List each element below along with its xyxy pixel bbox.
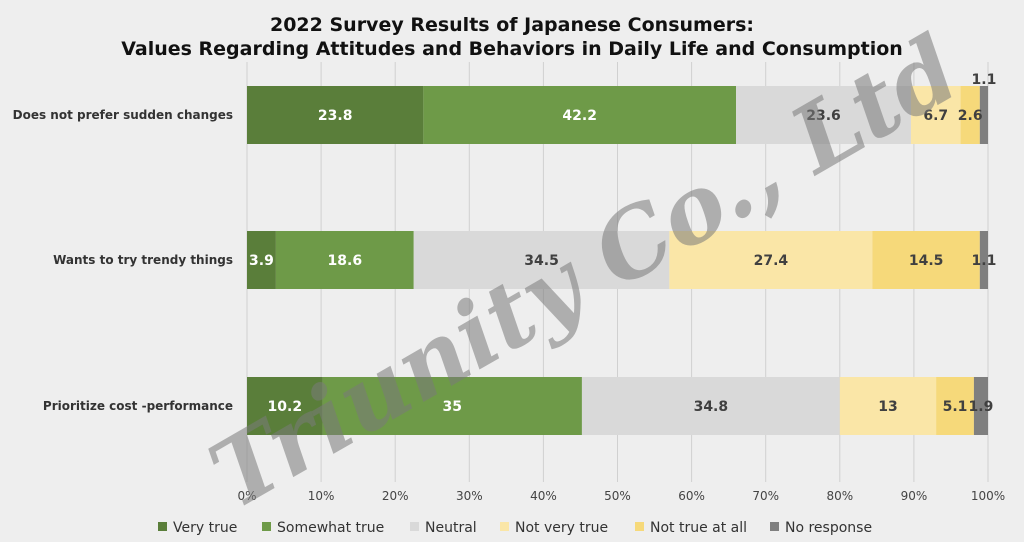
legend-swatch [158,522,167,531]
bar-segment [247,231,276,289]
x-tick-label: 100% [971,489,1005,503]
data-label: 34.5 [524,253,559,269]
bar-segment [979,231,988,289]
legend-label: Not very true [515,520,608,536]
bar-segment [322,377,582,435]
x-tick-label: 30% [456,489,483,503]
data-label: 2.6 [958,108,983,124]
data-label: 34.8 [694,399,729,415]
legend-label: Very true [173,520,237,536]
data-label: 1.1 [972,253,997,269]
x-axis-ticks: 0% 10% 20% 30% 40% 50% 60% 70% 80% 90% 100% [237,489,1005,503]
bar-segment [275,231,414,289]
data-label: 13 [878,399,897,415]
bar-segment [960,86,980,144]
data-labels: 23.8 42.2 23.6 6.7 2.6 1.1 3.9 18.6 34.5 27.4 14.5… [249,72,996,415]
bar-segment [872,231,980,289]
legend-label: Somewhat true [277,520,384,536]
data-label: 18.6 [328,253,363,269]
x-tick-label: 20% [382,489,409,503]
x-tick-label: 10% [308,489,335,503]
legend-swatch [500,522,509,531]
x-tick-label: 70% [752,489,779,503]
x-tick-label: 60% [678,489,705,503]
bar-segment [736,86,911,144]
data-label: 1.1 [972,72,997,88]
bar-segment [979,86,988,144]
bars [247,86,988,435]
category-labels: Does not prefer sudden changes Wants to t… [13,108,233,413]
data-label: 23.6 [806,108,841,124]
x-tick-label: 50% [604,489,631,503]
bar-segment [973,377,988,435]
x-tick-label: 90% [901,489,928,503]
bar-segment [839,377,937,435]
legend-swatch [770,522,779,531]
bar-segment [413,231,670,289]
data-label: 3.9 [249,253,274,269]
bar-segment [669,231,873,289]
data-label: 23.8 [318,108,353,124]
x-tick-label: 40% [530,489,557,503]
data-label: 14.5 [909,253,944,269]
data-label: 10.2 [268,399,303,415]
x-tick-label: 80% [826,489,853,503]
legend-swatch [635,522,644,531]
x-tick-label: 0% [237,489,256,503]
chart-subtitle: Values Regarding Attitudes and Behaviors… [121,38,903,60]
category-label: Prioritize cost -performance [43,399,233,413]
data-label: 6.7 [923,108,948,124]
bar-segment [581,377,840,435]
category-label: Wants to try trendy things [53,253,233,267]
legend-label: No response [785,520,872,536]
bar-segment [423,86,737,144]
bar-segment [910,86,961,144]
data-label: 27.4 [754,253,789,269]
bar-segment [247,86,424,144]
legend: Very true Somewhat true Neutral Not very tr… [158,520,872,536]
legend-swatch [410,522,419,531]
legend-label: Neutral [425,520,477,536]
data-label: 5.1 [943,399,968,415]
legend-swatch [262,522,271,531]
bar-segment [247,377,323,435]
data-label: 35 [443,399,462,415]
chart-title: 2022 Survey Results of Japanese Consumer… [270,14,754,36]
data-label: 42.2 [562,108,597,124]
bar-segment [936,377,974,435]
data-label: 1.9 [969,399,994,415]
legend-label: Not true at all [650,520,747,536]
category-label: Does not prefer sudden changes [13,108,233,122]
